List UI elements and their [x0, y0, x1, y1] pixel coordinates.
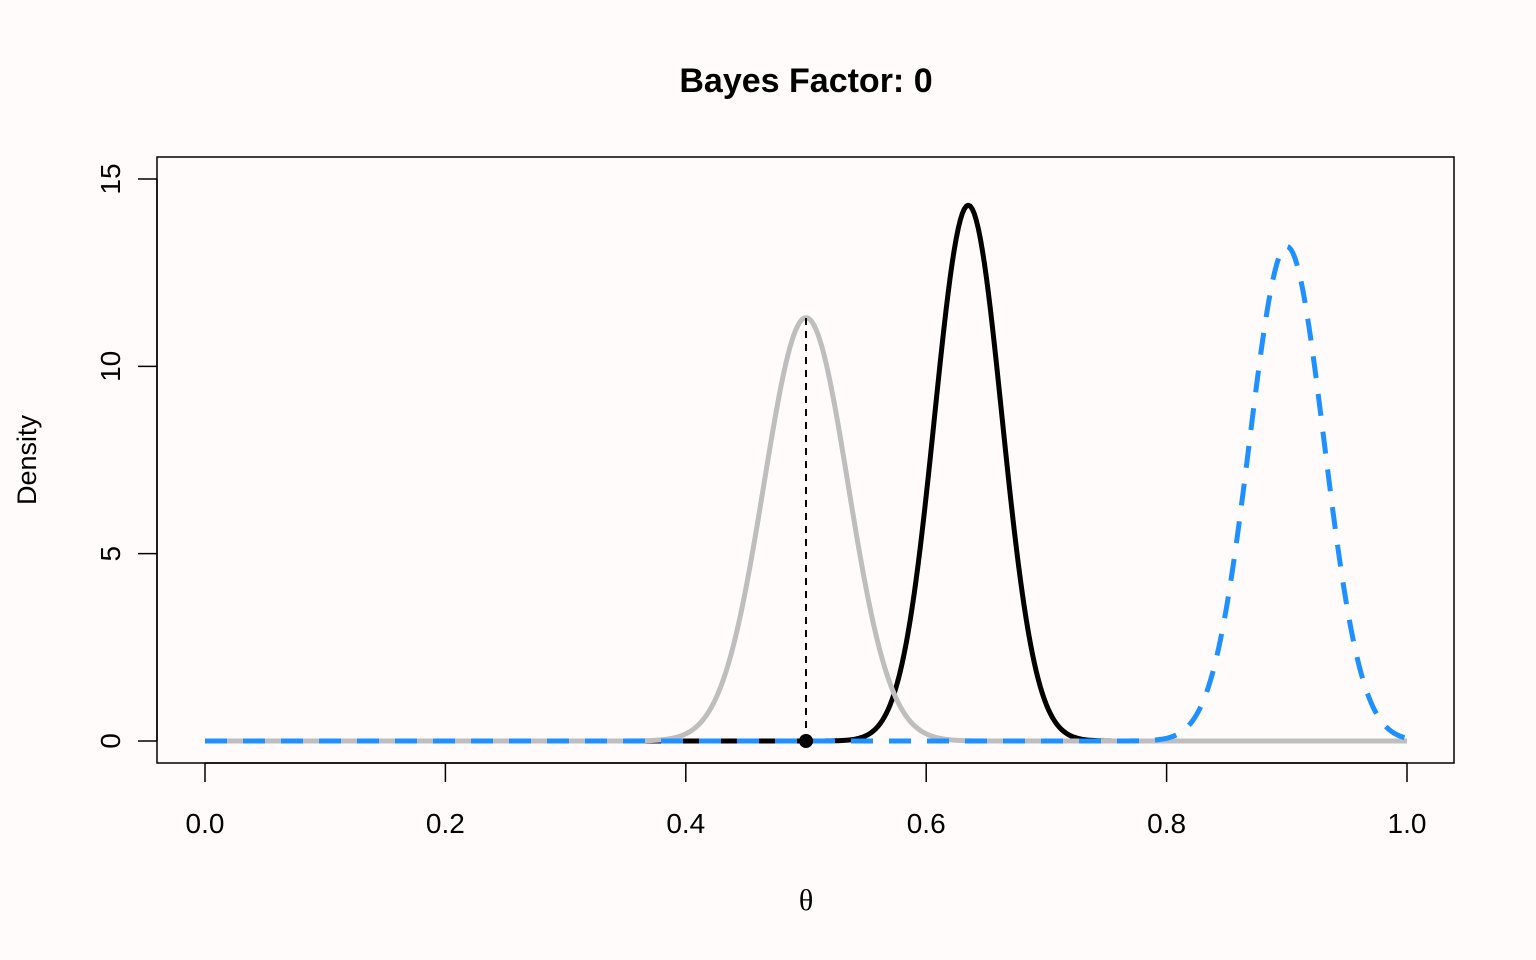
y-tick-label: 5	[95, 546, 126, 562]
x-tick-label: 0.2	[426, 808, 465, 839]
y-tick-label: 0	[95, 733, 126, 749]
reference-point	[799, 734, 813, 748]
x-tick-label: 0.6	[907, 808, 946, 839]
x-tick-label: 0.8	[1147, 808, 1186, 839]
y-tick-label: 10	[95, 351, 126, 382]
series-curve-3	[204, 243, 1408, 744]
x-tick-label: 1.0	[1388, 808, 1427, 839]
x-axis: 0.0 0.2 0.4 0.6 0.8 1.0	[186, 762, 1427, 839]
y-axis: 0 5 10 15	[95, 163, 158, 749]
x-axis-label: θ	[799, 884, 813, 917]
chart-title: Bayes Factor: 0	[679, 62, 932, 100]
y-tick-label: 15	[95, 163, 126, 194]
annotation-layer	[799, 317, 813, 748]
x-tick-label: 0.0	[186, 808, 225, 839]
x-tick-label: 0.4	[666, 808, 705, 839]
y-axis-label: Density	[12, 414, 42, 505]
